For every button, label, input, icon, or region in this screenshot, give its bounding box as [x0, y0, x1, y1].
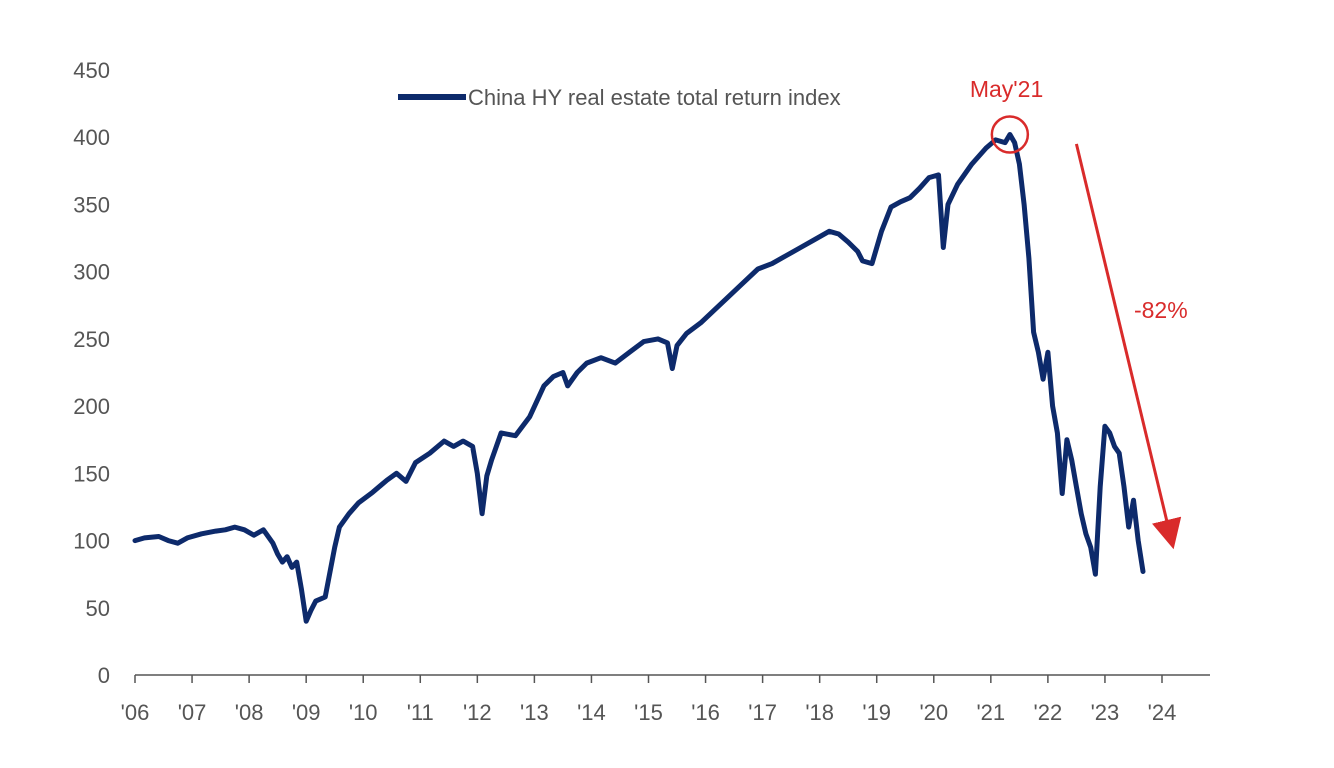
y-tick-label: 300: [73, 260, 110, 285]
x-tick-label: '22: [1034, 700, 1063, 725]
x-tick-label: '07: [178, 700, 207, 725]
x-tick-label: '19: [862, 700, 891, 725]
x-tick-label: '09: [292, 700, 321, 725]
legend-label: China HY real estate total return index: [468, 85, 841, 110]
x-tick-label: '23: [1091, 700, 1120, 725]
y-tick-label: 150: [73, 461, 110, 486]
y-tick-label: 100: [73, 529, 110, 554]
x-tick-label: '15: [634, 700, 663, 725]
y-tick-label: 250: [73, 327, 110, 352]
peak-annotation-label: May'21: [970, 76, 1043, 102]
peak-circle-marker: [990, 115, 1030, 154]
series-layer: [132, 132, 1146, 624]
y-tick-label: 200: [73, 394, 110, 419]
x-tick-label: '12: [463, 700, 492, 725]
x-tick-label: '14: [577, 700, 606, 725]
x-tick-label: '21: [976, 700, 1005, 725]
annotations: May'21 -82%: [970, 76, 1188, 550]
series-line: [132, 132, 1146, 624]
decline-arrow: [1074, 143, 1182, 550]
y-tick-label: 350: [73, 192, 110, 217]
y-tick-label: 450: [73, 58, 110, 83]
x-tick-label: '18: [805, 700, 834, 725]
x-tick-label: '24: [1148, 700, 1177, 725]
legend: China HY real estate total return index: [398, 85, 841, 110]
x-tick-label: '17: [748, 700, 777, 725]
y-tick-label: 0: [98, 663, 110, 688]
x-tick-label: '13: [520, 700, 549, 725]
x-tick-label: '08: [235, 700, 264, 725]
x-tick-label: '06: [121, 700, 150, 725]
y-axis: 0 50 100 150 200 250 300 350 400 450: [73, 58, 110, 688]
x-tick-label: '20: [919, 700, 948, 725]
x-axis: '06 '07 '08 '09 '10 '11 '12 '13 '14 '15 '16 '17 '18 '…: [121, 675, 1177, 725]
y-tick-label: 50: [86, 596, 110, 621]
x-tick-label: '11: [407, 700, 434, 725]
decline-annotation-label: -82%: [1134, 297, 1188, 323]
y-tick-label: 400: [73, 125, 110, 150]
x-tick-label: '10: [349, 700, 378, 725]
x-tick-label: '16: [691, 700, 720, 725]
